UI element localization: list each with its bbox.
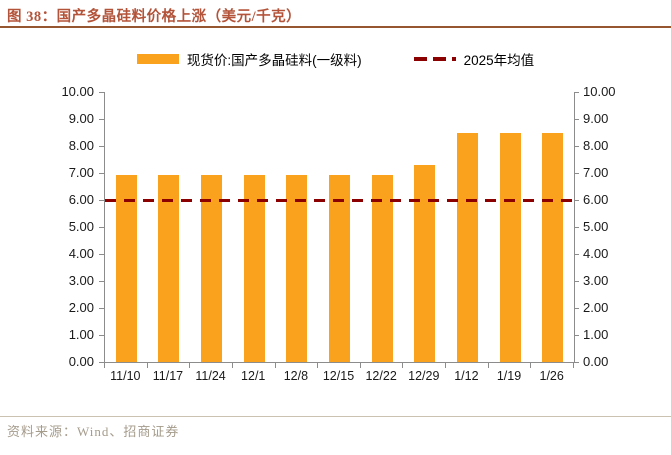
y-axis-tick-left xyxy=(99,200,104,201)
data-source: 资料来源：Wind、招商证券 xyxy=(7,424,180,439)
title-underline xyxy=(0,26,671,28)
bar-11-24 xyxy=(201,174,223,362)
dot-segment xyxy=(451,57,456,61)
x-axis-tick xyxy=(104,363,105,368)
y-axis-label-left: 10.00 xyxy=(61,84,94,99)
x-axis-tick xyxy=(359,363,361,368)
bar-12-22 xyxy=(371,174,393,362)
y-axis-label-left: 8.00 xyxy=(68,138,94,153)
x-axis-label-11-10: 11/10 xyxy=(110,369,141,383)
x-axis-tick xyxy=(231,363,233,368)
y-axis-label-left: 0.00 xyxy=(68,354,94,369)
x-axis-label-11-24: 11/24 xyxy=(195,369,226,383)
y-axis-label-right: 10.00 xyxy=(583,84,616,99)
bar-12-1 xyxy=(243,174,265,362)
y-axis-label-right: 1.00 xyxy=(583,327,609,342)
chart-legend: 现货价:国产多晶硅料(一级料) 2025年均值 xyxy=(0,49,671,69)
y-axis-tick-right xyxy=(574,200,579,201)
dashed-line-swatch-icon xyxy=(413,57,456,61)
plot-area xyxy=(104,92,575,363)
y-axis-tick-right xyxy=(574,146,579,147)
dash-segment xyxy=(432,57,446,61)
bar-1-26 xyxy=(542,132,564,362)
y-axis-tick-left xyxy=(99,92,104,93)
legend-item-2025-mean: 2025年均值 xyxy=(413,49,535,69)
footer-divider xyxy=(0,416,671,417)
y-axis-tick-left xyxy=(99,362,104,363)
y-axis-label-right: 4.00 xyxy=(583,246,609,261)
legend-label-spot-price: 现货价:国产多晶硅料(一级料) xyxy=(186,53,362,68)
y-axis-label-left: 2.00 xyxy=(68,300,94,315)
x-axis-tick xyxy=(274,363,276,368)
bar-12-15 xyxy=(329,174,350,362)
y-axis-tick-right xyxy=(574,281,579,282)
x-axis-tick xyxy=(146,363,148,368)
y-axis-tick-left xyxy=(99,254,104,255)
y-axis-tick-right xyxy=(574,254,579,255)
y-axis-label-right: 3.00 xyxy=(583,273,609,288)
mean-line xyxy=(105,199,574,203)
x-axis-label-12-22: 12/22 xyxy=(365,369,397,383)
bar-11-17 xyxy=(158,174,180,362)
bar-1-19 xyxy=(499,133,521,362)
bar-12-8 xyxy=(286,174,308,362)
y-axis-tick-right xyxy=(574,173,579,174)
y-axis-label-right: 6.00 xyxy=(583,192,609,207)
x-axis-tick xyxy=(317,363,319,368)
x-axis-label-1-12: 1/12 xyxy=(454,369,479,383)
y-axis-label-right: 8.00 xyxy=(583,138,609,153)
y-axis-tick-right xyxy=(574,92,579,93)
y-axis-label-right: 9.00 xyxy=(583,111,609,126)
y-axis-tick-left xyxy=(99,173,104,174)
y-axis-label-left: 4.00 xyxy=(68,246,94,261)
x-axis-label-1-19: 1/19 xyxy=(496,369,522,383)
bar-12-29 xyxy=(414,164,436,362)
x-axis-tick xyxy=(573,363,574,368)
y-axis-tick-left xyxy=(99,308,104,309)
y-axis-label-right: 5.00 xyxy=(583,219,609,234)
y-axis-label-left: 5.00 xyxy=(68,219,94,234)
bar-swatch-icon xyxy=(136,54,179,64)
x-axis-label-11-17: 11/17 xyxy=(152,369,184,383)
bar-1-12 xyxy=(456,133,478,362)
y-axis-label-left: 1.00 xyxy=(68,327,94,342)
y-axis-tick-right xyxy=(574,308,579,309)
x-axis-tick xyxy=(402,363,404,368)
x-axis-tick xyxy=(189,363,191,368)
y-axis-label-left: 3.00 xyxy=(68,273,94,288)
x-axis-tick xyxy=(445,363,447,368)
x-axis-tick xyxy=(487,363,489,368)
x-axis-label-1-26: 1/26 xyxy=(539,369,564,383)
y-axis-label-left: 9.00 xyxy=(68,111,94,126)
y-axis-tick-right xyxy=(574,335,579,336)
y-axis-tick-left xyxy=(99,335,104,336)
legend-label-2025-mean: 2025年均值 xyxy=(463,53,535,68)
legend-item-spot-price: 现货价:国产多晶硅料(一级料) xyxy=(136,49,362,69)
y-axis-tick-left xyxy=(99,227,104,228)
y-axis-tick-right xyxy=(574,119,579,120)
y-axis-label-right: 2.00 xyxy=(583,300,609,315)
x-axis-label-12-8: 12/8 xyxy=(283,369,309,383)
dash-segment xyxy=(413,57,427,61)
x-axis-label-12-29: 12/29 xyxy=(408,369,440,383)
y-axis-tick-left xyxy=(99,119,104,120)
figure-title: 图 38：国产多晶硅料价格上涨（美元/千克） xyxy=(7,9,302,25)
y-axis-tick-right xyxy=(574,362,579,363)
y-axis-label-left: 7.00 xyxy=(68,165,94,180)
x-axis-tick xyxy=(530,363,532,368)
y-axis-tick-left xyxy=(99,281,104,282)
y-axis-label-left: 6.00 xyxy=(68,192,94,207)
bar-11-10 xyxy=(115,174,137,362)
y-axis-tick-right xyxy=(574,227,579,228)
y-axis-tick-left xyxy=(99,146,104,147)
y-axis-label-right: 7.00 xyxy=(583,165,609,180)
y-axis-label-right: 0.00 xyxy=(583,354,609,369)
x-axis-label-12-1: 12/1 xyxy=(241,369,266,383)
x-axis-label-12-15: 12/15 xyxy=(322,369,355,383)
